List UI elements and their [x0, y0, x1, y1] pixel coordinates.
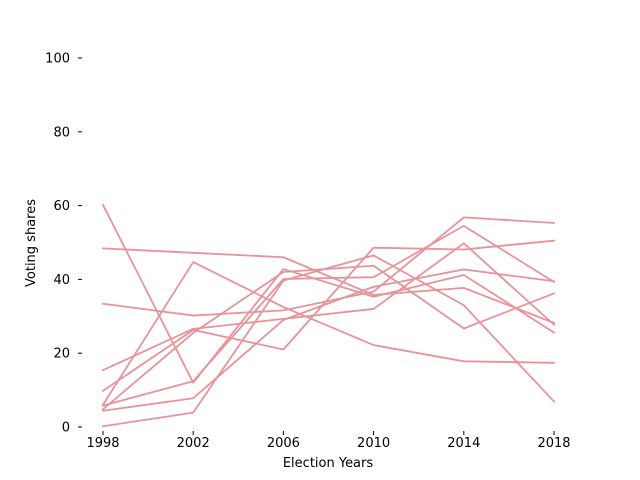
series-lines: [101, 203, 556, 428]
y-tick-label: 0: [62, 421, 70, 436]
series-line-5: [101, 239, 555, 393]
x-tick-label: 1998: [86, 436, 119, 451]
x-tick-label: 2010: [357, 436, 390, 451]
x-axis-label: Election Years: [283, 456, 374, 471]
x-tick-label: 2014: [447, 436, 480, 451]
y-tick-label: 20: [53, 347, 70, 362]
series-line-1: [101, 203, 556, 384]
series-line-4: [101, 242, 556, 372]
x-tick-label: 2002: [177, 436, 210, 451]
x-axis: 1998 2002 2006 2010 2014 2018: [86, 431, 571, 451]
y-tick-label: 60: [53, 199, 70, 214]
y-tick-label: 100: [45, 52, 70, 67]
series-line-3: [101, 216, 555, 317]
series-line-6: [101, 261, 555, 407]
x-tick-label: 2006: [267, 436, 300, 451]
y-tick-label: 40: [53, 273, 70, 288]
x-tick-label: 2018: [537, 436, 570, 451]
y-axis-label: Voting shares: [24, 199, 39, 287]
series-line-9: [101, 268, 556, 412]
y-axis: 0 20 40 60 80 100: [45, 52, 82, 436]
series-line-2: [102, 247, 556, 325]
y-tick-label: 80: [53, 125, 70, 140]
series-line-10: [101, 254, 556, 428]
series-line-7: [101, 224, 556, 407]
